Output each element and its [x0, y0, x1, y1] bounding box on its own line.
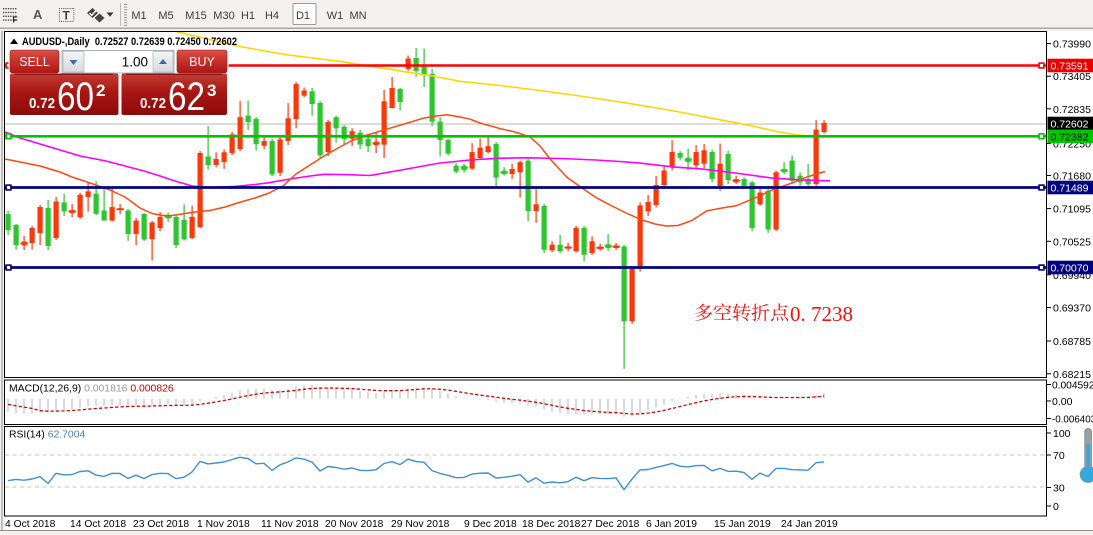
svg-text:62: 62 — [168, 75, 205, 119]
svg-text:23 Oct 2018: 23 Oct 2018 — [133, 519, 189, 530]
svg-text:9 Dec 2018: 9 Dec 2018 — [464, 519, 517, 530]
svg-text:70: 70 — [1053, 450, 1065, 462]
svg-text:0.72835: 0.72835 — [1053, 104, 1091, 116]
svg-text:0.73990: 0.73990 — [1053, 39, 1091, 51]
svg-text:0. 7238: 0. 7238 — [790, 302, 853, 326]
svg-text:0.70070: 0.70070 — [1051, 263, 1089, 275]
svg-text:0.71680: 0.71680 — [1053, 171, 1091, 183]
svg-text:0.71489: 0.71489 — [1051, 183, 1089, 195]
svg-text:0.72602: 0.72602 — [1051, 119, 1089, 131]
svg-text:0.73591: 0.73591 — [1051, 61, 1089, 73]
svg-text:14 Oct 2018: 14 Oct 2018 — [70, 519, 126, 530]
svg-text:M30: M30 — [213, 10, 234, 22]
svg-text:18 Dec 2018: 18 Dec 2018 — [522, 519, 581, 530]
svg-text:4 Oct 2018: 4 Oct 2018 — [5, 519, 56, 530]
svg-text:0: 0 — [1053, 501, 1059, 513]
svg-text:15 Jan 2019: 15 Jan 2019 — [714, 519, 771, 530]
svg-text:11 Nov 2018: 11 Nov 2018 — [261, 519, 319, 530]
svg-text:0.70525: 0.70525 — [1053, 236, 1091, 248]
svg-text:MACD(12,26,9) 0.001816 0.00082: MACD(12,26,9) 0.001816 0.000826 — [9, 384, 174, 395]
svg-text:W1: W1 — [327, 10, 344, 22]
svg-text:100: 100 — [1053, 428, 1071, 440]
svg-text:0.004592: 0.004592 — [1052, 381, 1093, 392]
svg-text:0.71095: 0.71095 — [1053, 204, 1091, 216]
svg-text:-0.006403: -0.006403 — [1052, 415, 1093, 426]
svg-text:3: 3 — [207, 81, 216, 100]
svg-text:M5: M5 — [158, 10, 173, 22]
svg-text:0.68785: 0.68785 — [1053, 336, 1091, 348]
svg-text:20 Nov 2018: 20 Nov 2018 — [325, 519, 384, 530]
svg-text:H4: H4 — [265, 10, 279, 22]
svg-text:M15: M15 — [185, 10, 206, 22]
svg-text:2: 2 — [96, 81, 105, 100]
svg-text:0.69370: 0.69370 — [1053, 303, 1091, 315]
svg-text:1.00: 1.00 — [122, 55, 148, 70]
svg-text:1 Nov 2018: 1 Nov 2018 — [197, 519, 250, 530]
svg-text:0.72: 0.72 — [29, 95, 55, 112]
svg-text:0.00: 0.00 — [1052, 396, 1073, 408]
svg-text:RSI(14) 62.7004: RSI(14) 62.7004 — [9, 430, 85, 441]
svg-text:0.73405: 0.73405 — [1053, 71, 1091, 83]
svg-text:SELL: SELL — [19, 55, 50, 69]
svg-text:AUDUSD-,Daily 0.72527 0.72639: AUDUSD-,Daily 0.72527 0.72639 0.72450 0.… — [22, 36, 237, 48]
svg-text:29 Nov 2018: 29 Nov 2018 — [391, 519, 450, 530]
svg-text:M1: M1 — [131, 10, 146, 22]
svg-text:0.68215: 0.68215 — [1053, 369, 1091, 381]
svg-text:MN: MN — [349, 10, 366, 22]
svg-text:D1: D1 — [296, 10, 310, 22]
svg-text:0.72382: 0.72382 — [1051, 131, 1089, 143]
svg-text:24 Jan 2019: 24 Jan 2019 — [781, 519, 838, 530]
svg-text:T: T — [63, 9, 71, 23]
svg-text:60: 60 — [57, 75, 94, 119]
svg-text:6 Jan 2019: 6 Jan 2019 — [646, 519, 697, 530]
svg-text:A: A — [33, 7, 43, 22]
svg-text:30: 30 — [1053, 483, 1065, 495]
svg-text:27 Dec 2018: 27 Dec 2018 — [581, 519, 640, 530]
svg-text:BUY: BUY — [189, 55, 215, 69]
svg-text:0.72: 0.72 — [140, 95, 166, 112]
svg-text:H1: H1 — [241, 10, 255, 22]
svg-text:F: F — [13, 15, 18, 25]
